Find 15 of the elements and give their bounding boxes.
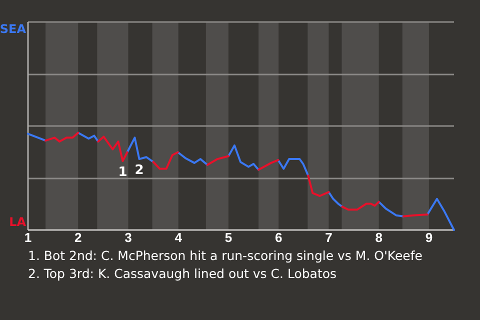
x-tick-label: 1	[24, 230, 32, 246]
x-tick-label: 9	[425, 230, 433, 246]
text: 2. Top 3rd: K. Cassavaugh lined out vs C. Lobatos	[28, 266, 337, 281]
x-tick-label: 7	[325, 230, 332, 246]
text: LA	[9, 215, 27, 229]
annotation: 2	[134, 163, 144, 178]
x-tick-label: 6	[274, 230, 282, 246]
text: SEA	[0, 22, 27, 36]
annotation: 1	[118, 164, 128, 180]
text: 1. Bot 2nd: C. McPherson hit a run-scoring single vs M. O'Keefe	[28, 248, 423, 263]
x-tick-label: 4	[174, 230, 183, 246]
x-tick-label: 2	[74, 230, 82, 246]
x-tick-label: 5	[224, 230, 232, 246]
x-tick-label: 3	[124, 230, 132, 246]
x-tick-label: 8	[375, 230, 382, 246]
